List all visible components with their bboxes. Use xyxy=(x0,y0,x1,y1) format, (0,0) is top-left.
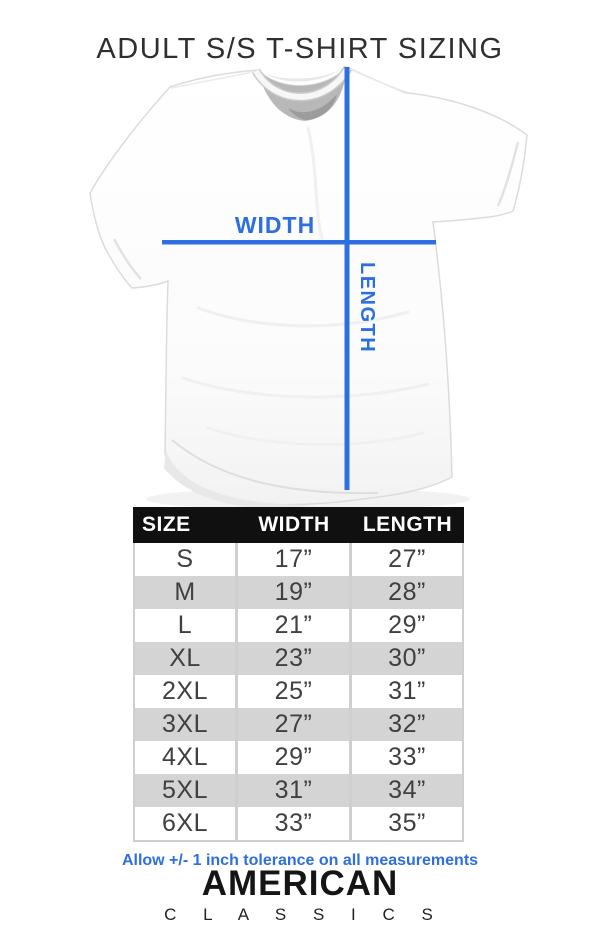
tolerance-note: Allow +/- 1 inch tolerance on all measur… xyxy=(121,852,479,869)
size-chart-table: SIZE WIDTH LENGTH S 17” 27” M 19” 28” L … xyxy=(133,507,464,842)
tshirt-body xyxy=(89,66,528,506)
table-body: S 17” 27” M 19” 28” L 21” 29” XL 23” 30”… xyxy=(133,543,464,842)
size-cell: 2XL xyxy=(135,675,235,708)
table-row: 2XL 25” 31” xyxy=(135,675,462,708)
collar xyxy=(252,65,352,121)
table-row: L 21” 29” xyxy=(135,609,462,642)
table-row: 4XL 29” 33” xyxy=(135,741,462,774)
length-cell: 35” xyxy=(352,807,462,840)
right-cuff-line xyxy=(496,141,520,207)
size-cell: L xyxy=(135,609,235,642)
length-cell: 28” xyxy=(352,576,462,609)
page-title: ADULT S/S T-SHIRT SIZING xyxy=(96,33,504,66)
size-cell: S xyxy=(135,543,235,576)
column-header-size: SIZE xyxy=(142,513,191,536)
width-label: WIDTH xyxy=(235,212,315,238)
width-cell: 29” xyxy=(238,741,349,774)
hem-fold xyxy=(164,450,313,508)
length-label: LENGTH xyxy=(356,262,378,353)
brand-logo: AMERICAN C L A S S I C S xyxy=(0,864,600,925)
length-cell: 30” xyxy=(352,642,462,675)
width-cell: 31” xyxy=(238,774,349,807)
column-header-length: LENGTH xyxy=(362,513,453,536)
right-shoulder-seam xyxy=(346,67,408,95)
table-row: M 19” 28” xyxy=(135,576,462,609)
size-cell: 5XL xyxy=(135,774,235,807)
width-cell: 19” xyxy=(238,576,349,609)
table-row: 6XL 33” 35” xyxy=(135,807,462,840)
size-diagram: WIDTH LENGTH xyxy=(78,58,528,508)
size-cell: 3XL xyxy=(135,708,235,741)
length-cell: 33” xyxy=(352,741,462,774)
wrinkle-lines xyxy=(181,126,430,446)
hem-fold-line xyxy=(171,439,379,495)
width-cell: 17” xyxy=(238,543,349,576)
width-cell: 25” xyxy=(238,675,349,708)
tshirt-graphic: WIDTH LENGTH xyxy=(89,65,528,508)
brand-subname: C L A S S I C S xyxy=(164,904,444,924)
width-cell: 23” xyxy=(238,642,349,675)
length-cell: 34” xyxy=(352,774,462,807)
brand-name: AMERICAN xyxy=(201,864,399,903)
column-header-width: WIDTH xyxy=(258,513,330,536)
length-cell: 27” xyxy=(352,543,462,576)
table-row: 3XL 27” 32” xyxy=(135,708,462,741)
length-line xyxy=(344,67,350,490)
length-cell: 32” xyxy=(352,708,462,741)
table-row: XL 23” 30” xyxy=(135,642,462,675)
table-row: S 17” 27” xyxy=(135,543,462,576)
table-header-row: SIZE WIDTH LENGTH xyxy=(133,507,464,543)
table-row: 5XL 31” 34” xyxy=(135,774,462,807)
size-cell: 6XL xyxy=(135,807,235,840)
size-cell: M xyxy=(135,576,235,609)
width-cell: 33” xyxy=(238,807,349,840)
length-cell: 31” xyxy=(352,675,462,708)
size-cell: 4XL xyxy=(135,741,235,774)
left-cuff-line xyxy=(112,238,142,280)
length-cell: 29” xyxy=(352,609,462,642)
size-cell: XL xyxy=(135,642,235,675)
width-line xyxy=(162,240,436,245)
width-cell: 27” xyxy=(238,708,349,741)
width-cell: 21” xyxy=(238,609,349,642)
left-shoulder-seam xyxy=(170,70,259,89)
